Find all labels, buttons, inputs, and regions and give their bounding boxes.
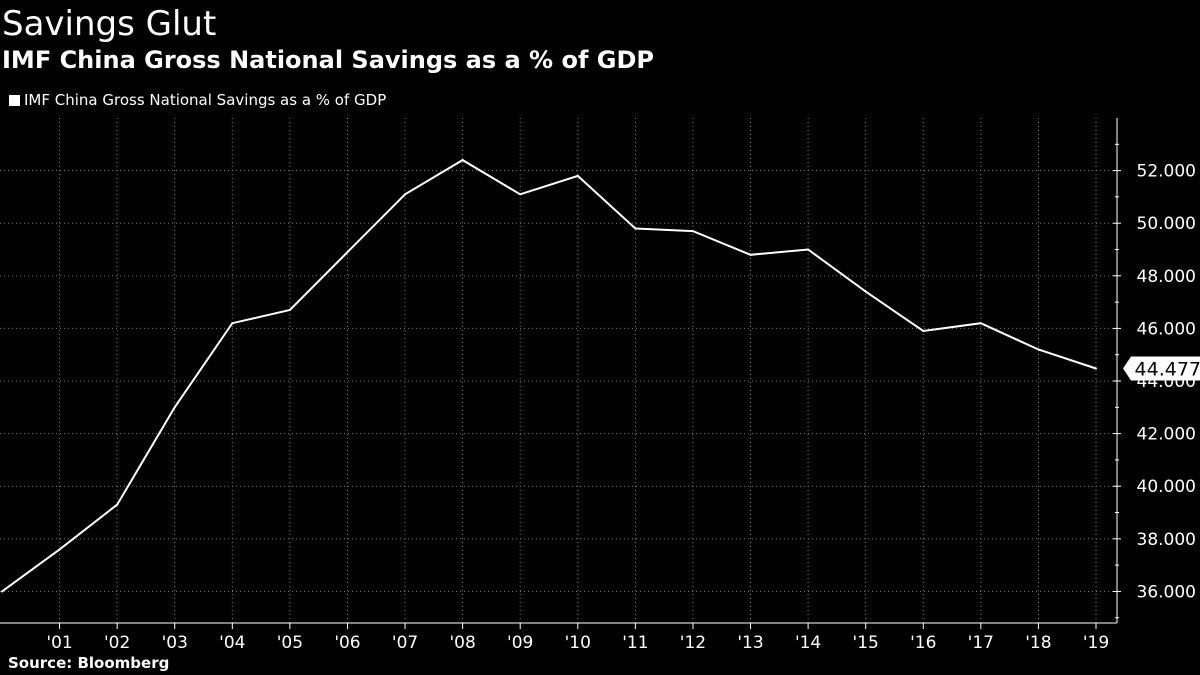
series-line (1, 158, 1097, 593)
data-point (173, 406, 176, 409)
legend-label: IMF China Gross National Savings as a % … (24, 91, 387, 109)
last-value-tag (1123, 356, 1200, 381)
data-point (749, 253, 752, 256)
x-tick-label: '14 (795, 633, 821, 653)
x-tick-label: '04 (219, 633, 245, 653)
x-tick-label: '07 (392, 633, 418, 653)
data-point (231, 322, 234, 325)
x-tick-label: '06 (334, 633, 360, 653)
axes: '01 '02 '03 '04 '05 '06 '07 '08 '09 '10 '11 '12 '13 '… (0, 118, 1196, 653)
data-point (519, 193, 522, 196)
data-point (346, 251, 349, 254)
data-point (58, 548, 61, 551)
data-point (864, 290, 867, 293)
data-point (404, 193, 407, 196)
y-tick-label: 48.000 (1137, 267, 1196, 287)
x-tick-label: '15 (853, 633, 879, 653)
data-point (807, 248, 810, 251)
y-tick-label: 50.000 (1137, 214, 1196, 234)
data-point (576, 174, 579, 177)
x-tick-label: '05 (277, 633, 303, 653)
x-tick-label: '13 (737, 633, 763, 653)
x-tick-label: '12 (680, 633, 706, 653)
x-tick-label: '10 (565, 633, 591, 653)
data-point (922, 330, 925, 333)
legend-swatch (9, 94, 20, 106)
data-point (634, 227, 637, 230)
data-point (461, 159, 464, 162)
grid-lines (0, 118, 1117, 623)
data-point (979, 322, 982, 325)
y-tick-label: 40.000 (1137, 477, 1196, 497)
x-tick-label: '19 (1083, 633, 1109, 653)
x-tick-label: '11 (622, 633, 648, 653)
y-tick-label: 38.000 (1137, 530, 1196, 550)
x-tick-label: '01 (46, 633, 72, 653)
value-labels: 44.477 (1123, 356, 1200, 381)
chart-subtitle: IMF China Gross National Savings as a % … (2, 46, 654, 74)
data-point (288, 309, 291, 312)
data-point (1095, 367, 1097, 370)
data-point (1, 590, 3, 593)
x-tick-label: '03 (162, 633, 188, 653)
x-tick-label: '17 (968, 633, 994, 653)
y-tick-label: 42.000 (1137, 425, 1196, 445)
x-tick-label: '18 (1025, 633, 1051, 653)
source-note: Source: Bloomberg (8, 654, 170, 672)
data-point (116, 503, 119, 506)
chart-title: Savings Glut (2, 4, 217, 44)
data-point (691, 230, 694, 233)
x-tick-label: '16 (910, 633, 936, 653)
legend: IMF China Gross National Savings as a % … (9, 91, 386, 109)
y-tick-label: 36.000 (1137, 582, 1196, 602)
data-point (1037, 348, 1040, 351)
x-tick-label: '08 (449, 633, 475, 653)
last-value-label: 44.477 (1135, 358, 1200, 380)
y-tick-label: 46.000 (1137, 319, 1196, 339)
x-tick-label: '09 (507, 633, 533, 653)
y-tick-label: 52.000 (1137, 162, 1196, 182)
x-tick-label: '02 (104, 633, 130, 653)
series (1, 158, 1097, 593)
